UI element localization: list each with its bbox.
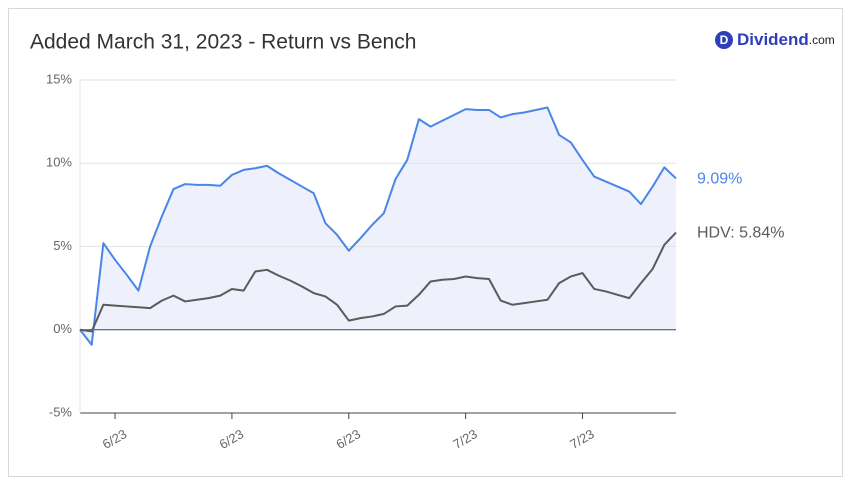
- y-tick-label: -5%: [49, 404, 73, 419]
- y-tick-label: 10%: [46, 155, 72, 170]
- y-tick-label: 0%: [53, 321, 72, 336]
- y-tick-label: 5%: [53, 238, 72, 253]
- end-label: HDV: 5.84%: [697, 225, 784, 242]
- series-line: [79, 106, 677, 346]
- logo: Dividend.com: [737, 30, 835, 49]
- y-tick-label: 15%: [46, 71, 72, 86]
- end-label: 9.09%: [697, 171, 742, 188]
- logo-icon: D: [720, 33, 729, 47]
- logo-name: Dividend: [737, 30, 809, 49]
- logo-suffix: .com: [809, 33, 835, 47]
- area-fill: [80, 107, 676, 345]
- series-line: [79, 231, 677, 333]
- chart-title: Added March 31, 2023 - Return vs Bench: [30, 31, 416, 54]
- logo-circle: [715, 31, 733, 49]
